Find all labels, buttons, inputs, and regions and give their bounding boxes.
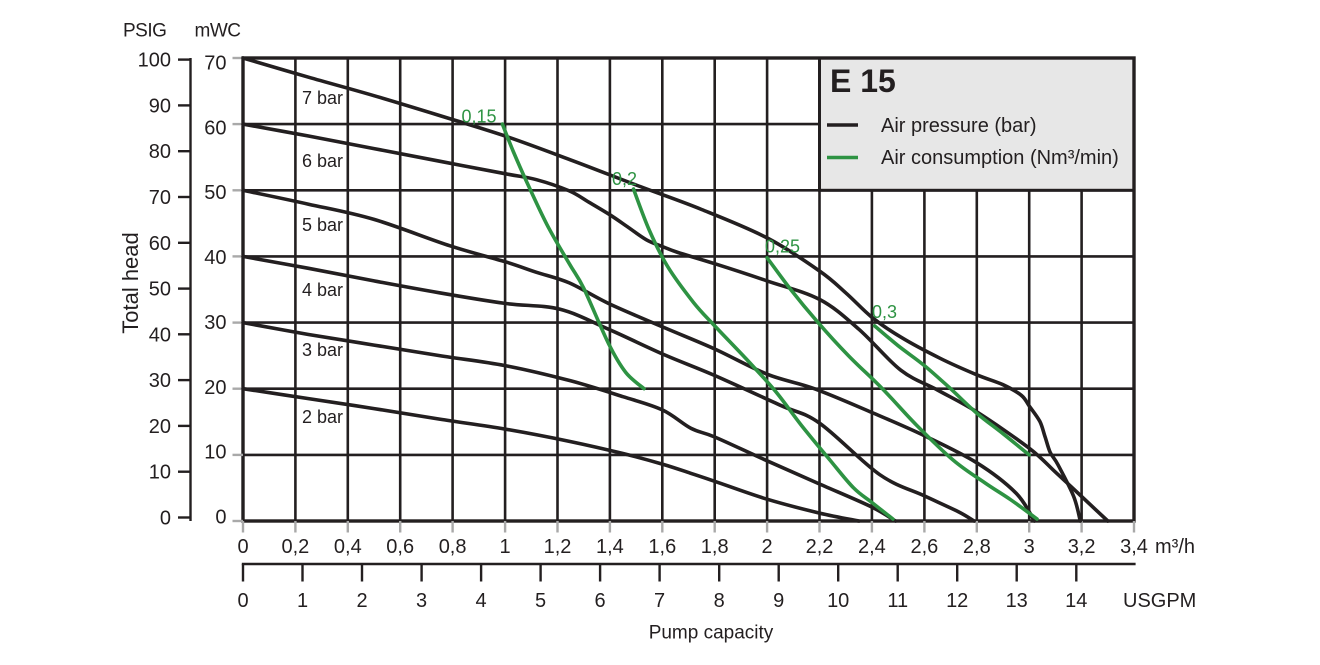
svg-text:Total head: Total head [118,232,143,334]
svg-text:7 bar: 7 bar [302,88,343,108]
svg-text:50: 50 [204,182,226,204]
svg-text:m³/h: m³/h [1155,536,1195,558]
svg-text:1,2: 1,2 [544,536,572,558]
svg-text:PSIG: PSIG [123,21,166,42]
svg-text:20: 20 [204,377,226,399]
svg-text:1,6: 1,6 [648,536,676,558]
svg-text:2,2: 2,2 [806,536,834,558]
svg-text:2,8: 2,8 [963,536,991,558]
svg-text:2: 2 [762,536,773,558]
svg-text:80: 80 [149,141,171,163]
svg-text:E 15: E 15 [830,63,896,99]
svg-text:3: 3 [1024,536,1035,558]
svg-text:60: 60 [149,233,171,255]
svg-text:50: 50 [149,279,171,301]
svg-text:60: 60 [204,117,226,139]
svg-text:0,3: 0,3 [872,302,897,322]
svg-text:0,8: 0,8 [439,536,467,558]
svg-text:6: 6 [595,590,606,612]
svg-text:4 bar: 4 bar [302,280,343,300]
svg-text:70: 70 [149,187,171,209]
svg-text:0,6: 0,6 [386,536,414,558]
svg-text:3,4: 3,4 [1120,536,1148,558]
svg-text:0: 0 [237,590,248,612]
svg-text:30: 30 [204,312,226,334]
svg-text:2 bar: 2 bar [302,407,343,427]
svg-text:Pump capacity: Pump capacity [649,623,774,644]
svg-text:0,15: 0,15 [461,107,496,127]
svg-text:0,25: 0,25 [765,237,800,257]
svg-text:70: 70 [204,53,226,75]
svg-text:1,4: 1,4 [596,536,624,558]
svg-text:0,4: 0,4 [334,536,362,558]
svg-text:3: 3 [416,590,427,612]
svg-text:USGPM: USGPM [1123,590,1196,612]
svg-text:9: 9 [773,590,784,612]
svg-text:40: 40 [204,247,226,269]
svg-text:20: 20 [149,416,171,438]
svg-text:0,2: 0,2 [281,536,309,558]
svg-text:1,8: 1,8 [701,536,729,558]
svg-text:2,4: 2,4 [858,536,886,558]
svg-text:0: 0 [215,507,226,529]
svg-text:1: 1 [500,536,511,558]
svg-text:100: 100 [138,50,171,72]
svg-text:8: 8 [714,590,725,612]
svg-text:10: 10 [827,590,849,612]
svg-text:5 bar: 5 bar [302,215,343,235]
svg-text:mWC: mWC [195,21,241,42]
svg-text:40: 40 [149,324,171,346]
svg-text:7: 7 [654,590,665,612]
svg-text:4: 4 [476,590,487,612]
svg-text:Air consumption (Nm³/min): Air consumption (Nm³/min) [881,147,1119,169]
svg-text:3 bar: 3 bar [302,340,343,360]
svg-text:1: 1 [297,590,308,612]
svg-text:14: 14 [1065,590,1087,612]
svg-text:5: 5 [535,590,546,612]
svg-text:30: 30 [149,370,171,392]
svg-text:2: 2 [356,590,367,612]
svg-text:0: 0 [160,508,171,530]
svg-text:90: 90 [149,95,171,117]
svg-text:0,2: 0,2 [612,169,637,189]
svg-text:12: 12 [946,590,968,612]
svg-text:Air pressure (bar): Air pressure (bar) [881,115,1037,137]
svg-text:0: 0 [237,536,248,558]
svg-text:3,2: 3,2 [1068,536,1096,558]
svg-text:10: 10 [204,442,226,464]
svg-text:6 bar: 6 bar [302,151,343,171]
svg-text:11: 11 [887,590,908,612]
svg-text:13: 13 [1006,590,1028,612]
svg-text:2,6: 2,6 [910,536,938,558]
svg-text:10: 10 [149,462,171,484]
